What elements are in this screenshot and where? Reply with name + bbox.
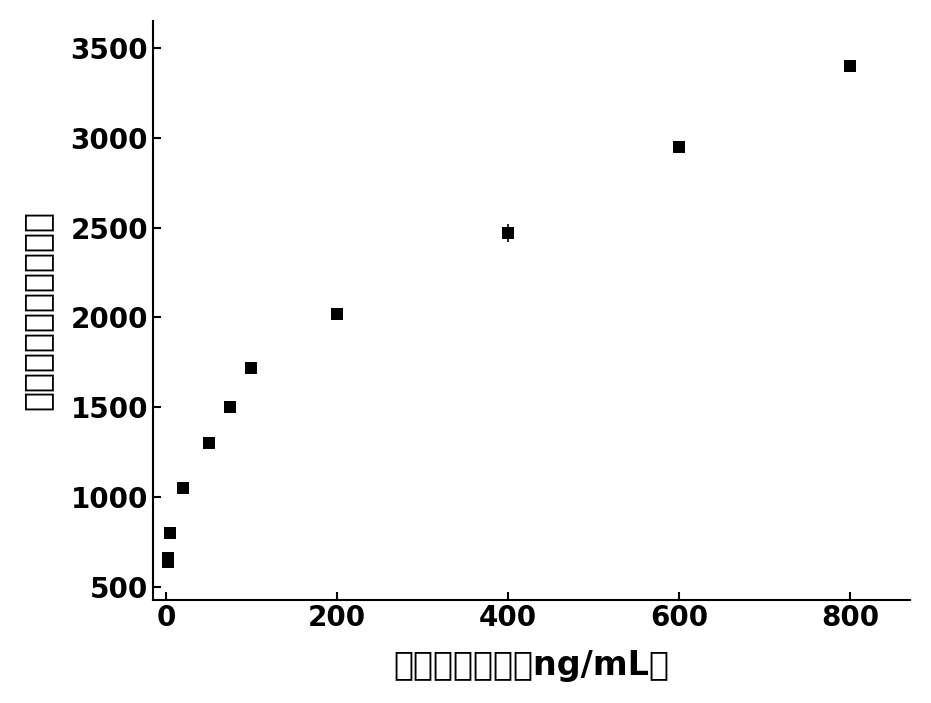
X-axis label: 咋啊酸的浓度（ng/mL）: 咋啊酸的浓度（ng/mL）: [394, 649, 669, 682]
Y-axis label: 化学发光强度的变化値: 化学发光强度的变化値: [20, 210, 54, 411]
